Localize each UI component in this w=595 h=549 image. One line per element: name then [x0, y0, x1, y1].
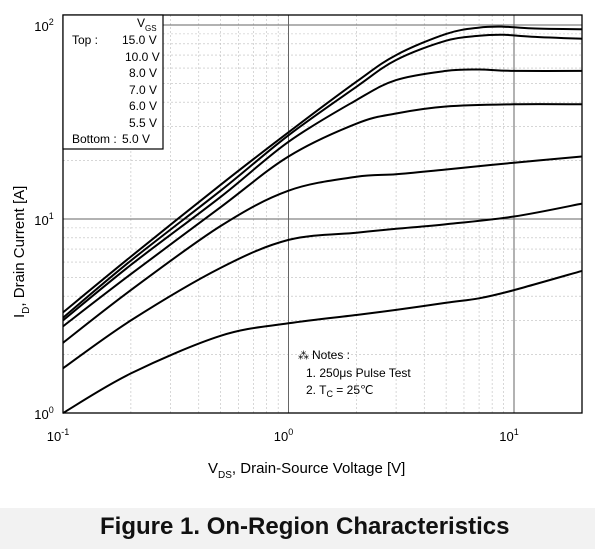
y-tick-label-0: 100	[34, 405, 53, 422]
notes-line-2-sub: C	[326, 389, 333, 399]
y-tick-label-2: 102	[34, 17, 53, 34]
notes-title: Notes :	[312, 348, 350, 362]
legend-bottom-label: Bottom :	[72, 132, 117, 146]
x-axis-title: VDS, Drain-Source Voltage [V]	[208, 460, 405, 481]
legend-entry-2: 8.0 V	[129, 66, 157, 80]
series-line-4	[62, 155, 582, 344]
plot-frame	[62, 14, 583, 414]
legend: VGS Top : Bottom : 15.0 V 10.0 V 8.0 V 7…	[62, 14, 164, 150]
y-axis-title: ID, Drain Current [A]	[11, 186, 32, 318]
legend-title-sub: GS	[145, 24, 157, 33]
notes-line-1: 1. 250μs Pulse Test	[306, 366, 411, 380]
legend-entry-3: 7.0 V	[129, 83, 157, 97]
x-axis-title-main: V	[208, 460, 218, 477]
y-axis-title-main: I	[11, 314, 28, 318]
series-line-2	[62, 68, 582, 322]
notes-line-2-post: = 25℃	[333, 383, 374, 397]
y-axis-title-sub: D	[21, 307, 32, 314]
notes: ⁂ Notes : 1. 250μs Pulse Test 2. TC = 25…	[298, 348, 411, 399]
legend-title-main: V	[137, 16, 145, 30]
x-tick-label-0: 10-1	[47, 427, 69, 444]
asterisk-icon: ⁂	[298, 349, 309, 362]
series-line-3	[62, 103, 582, 328]
figure-caption: Figure 1. On-Region Characteristics	[100, 513, 510, 540]
y-axis-title-rest: , Drain Current [A]	[11, 186, 28, 307]
figure-caption-bar: Figure 1. On-Region Characteristics	[0, 508, 595, 549]
legend-box	[62, 14, 164, 150]
series-line-1	[62, 33, 582, 319]
legend-entry-4: 6.0 V	[129, 99, 157, 113]
x-tick-label-2: 101	[499, 427, 518, 444]
x-axis-title-rest: , Drain-Source Voltage [V]	[232, 460, 405, 477]
legend-entry-1: 10.0 V	[125, 50, 160, 64]
legend-entry-0: 15.0 V	[122, 33, 157, 47]
notes-line-2: 2. TC = 25℃	[306, 383, 373, 399]
legend-entry-6: 5.0 V	[122, 132, 150, 146]
series-line-0	[62, 25, 582, 314]
minor-gridlines	[63, 15, 583, 413]
tick-labels: 10-1 100 101 100 101 102	[34, 17, 518, 444]
x-tick-label-1: 100	[274, 427, 293, 444]
x-axis-title-sub: DS	[218, 470, 232, 481]
series-line-6	[62, 269, 583, 414]
legend-entry-5: 5.5 V	[129, 116, 157, 130]
legend-title: VGS	[137, 16, 157, 33]
series-line-5	[62, 202, 583, 370]
y-tick-label-1: 101	[34, 211, 53, 228]
legend-top-label: Top :	[72, 33, 98, 47]
series-layer	[62, 25, 583, 414]
notes-line-2-pre: 2. T	[306, 383, 327, 397]
